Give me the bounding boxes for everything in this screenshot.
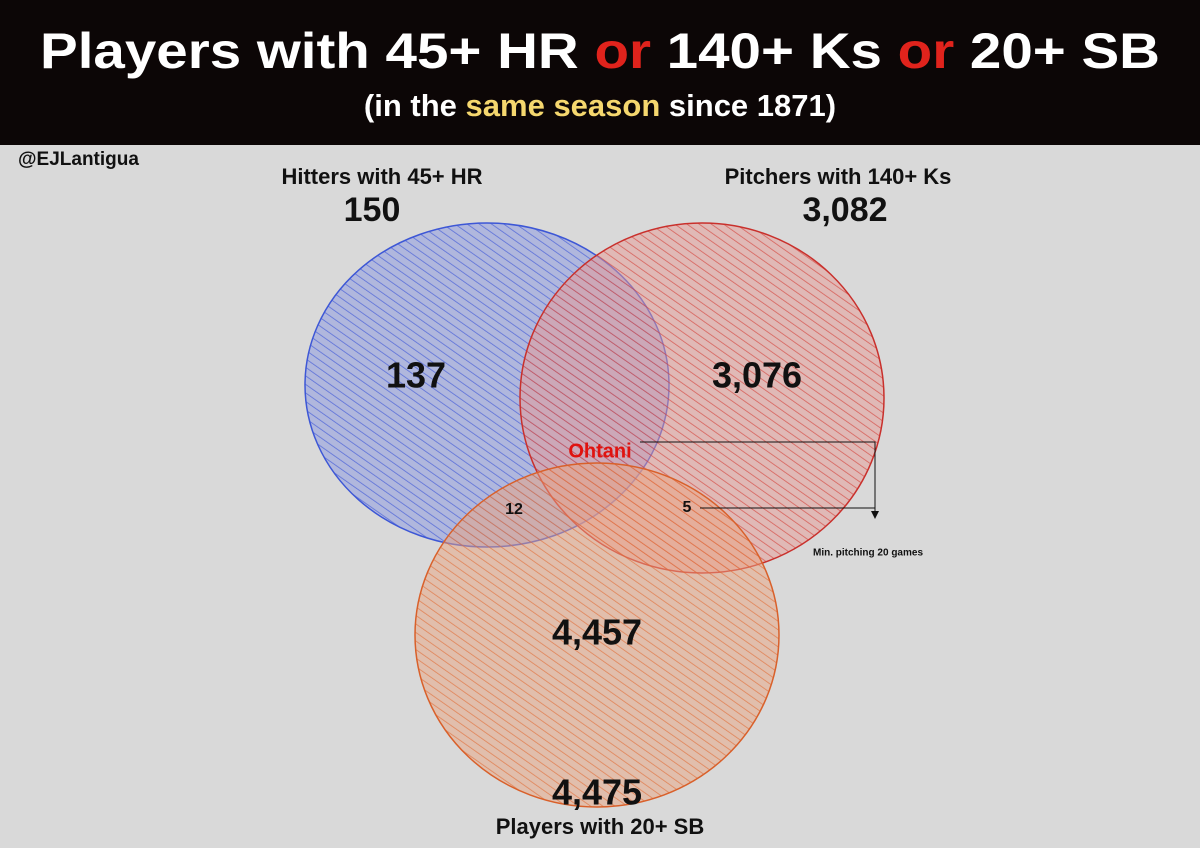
note: Min. pitching 20 games	[813, 548, 923, 559]
set-total: 3,082	[802, 191, 887, 229]
subtitle-part: (in the	[364, 88, 457, 123]
title-or: or	[594, 23, 651, 79]
header-band	[0, 0, 1200, 145]
region-count: 4,457	[552, 612, 642, 653]
set-label: Pitchers with 140+ Ks	[725, 164, 952, 189]
sb-circle	[414, 462, 780, 808]
note-connector	[640, 441, 879, 519]
title-part: Players with 45+ HR	[40, 23, 579, 79]
region-count: 137	[386, 355, 446, 396]
title: Players with 45+ HR or 140+ Ks or 20+ SB	[40, 23, 1160, 79]
subtitle-highlight: same season	[466, 88, 661, 123]
subtitle: (in the same season since 1871)	[364, 88, 836, 123]
region-count: 3,076	[712, 355, 802, 396]
region-name: Ohtani	[568, 440, 631, 462]
title-or: or	[898, 23, 955, 79]
handle: @EJLantigua	[18, 149, 139, 170]
set-total: 4,475	[552, 772, 642, 813]
region-count: 12	[505, 501, 523, 518]
set-label: Hitters with 45+ HR	[281, 164, 482, 189]
title-part: 140+ Ks	[667, 23, 882, 79]
set-label: Players with 20+ SB	[496, 814, 705, 839]
region-count: 5	[683, 499, 692, 516]
subtitle-part: since 1871)	[669, 88, 836, 123]
title-part: 20+ SB	[970, 23, 1160, 79]
set-total: 150	[344, 191, 401, 229]
